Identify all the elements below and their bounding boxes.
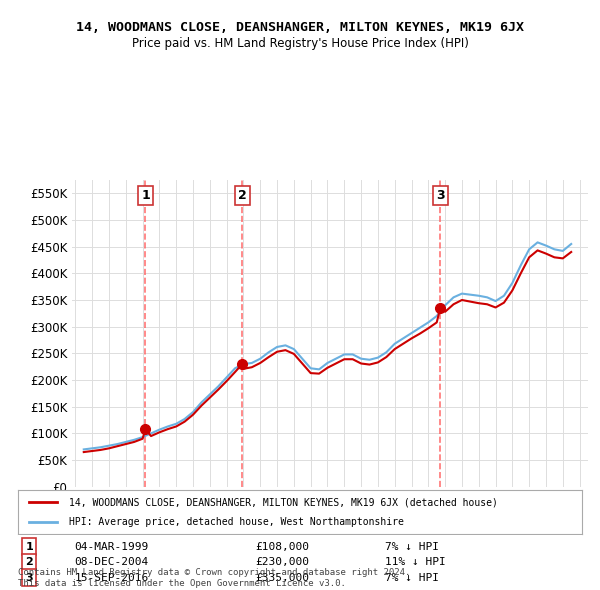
Text: 11% ↓ HPI: 11% ↓ HPI <box>385 557 445 567</box>
Text: £230,000: £230,000 <box>255 557 309 567</box>
Text: 14, WOODMANS CLOSE, DEANSHANGER, MILTON KEYNES, MK19 6JX (detached house): 14, WOODMANS CLOSE, DEANSHANGER, MILTON … <box>69 497 497 507</box>
Text: 2: 2 <box>25 557 33 567</box>
Text: 14, WOODMANS CLOSE, DEANSHANGER, MILTON KEYNES, MK19 6JX: 14, WOODMANS CLOSE, DEANSHANGER, MILTON … <box>76 21 524 34</box>
Text: Price paid vs. HM Land Registry's House Price Index (HPI): Price paid vs. HM Land Registry's House … <box>131 37 469 50</box>
Text: 04-MAR-1999: 04-MAR-1999 <box>74 542 149 552</box>
Text: 7% ↓ HPI: 7% ↓ HPI <box>385 573 439 583</box>
Text: 1: 1 <box>141 189 150 202</box>
Text: 7% ↓ HPI: 7% ↓ HPI <box>385 542 439 552</box>
Text: 3: 3 <box>436 189 445 202</box>
Text: £108,000: £108,000 <box>255 542 309 552</box>
Text: £335,000: £335,000 <box>255 573 309 583</box>
Text: 15-SEP-2016: 15-SEP-2016 <box>74 573 149 583</box>
Text: 08-DEC-2004: 08-DEC-2004 <box>74 557 149 567</box>
Text: 1: 1 <box>25 542 33 552</box>
Text: Contains HM Land Registry data © Crown copyright and database right 2024.
This d: Contains HM Land Registry data © Crown c… <box>18 568 410 588</box>
Text: 3: 3 <box>25 573 33 583</box>
Text: 2: 2 <box>238 189 247 202</box>
Text: HPI: Average price, detached house, West Northamptonshire: HPI: Average price, detached house, West… <box>69 517 404 526</box>
